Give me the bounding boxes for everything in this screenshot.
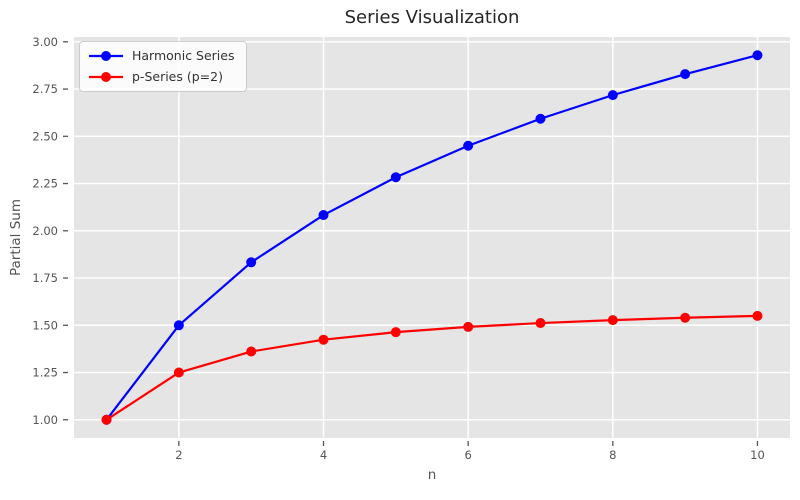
x-tick-label: 10: [750, 448, 765, 462]
data-point-marker: [607, 315, 618, 326]
legend-label: p-Series (p=2): [132, 69, 223, 84]
data-point-marker: [173, 367, 184, 378]
legend-label: Harmonic Series: [132, 48, 235, 63]
y-tick-label: 1.25: [32, 366, 58, 380]
data-point-marker: [535, 113, 546, 124]
y-tick-label: 2.25: [32, 177, 58, 191]
chart-title: Series Visualization: [344, 7, 520, 28]
data-point-marker: [390, 327, 401, 338]
data-point-marker: [246, 257, 257, 268]
data-point-marker: [390, 172, 401, 183]
y-tick-label: 2.75: [32, 82, 58, 96]
legend-item: p-Series (p=2): [88, 68, 234, 86]
data-point-marker: [680, 312, 691, 323]
y-tick-label: 2.00: [32, 224, 58, 238]
x-tick-label: 4: [320, 448, 327, 462]
series-line-1: [105, 314, 759, 421]
x-tick-label: 2: [175, 448, 182, 462]
legend-item: Harmonic Series: [88, 47, 234, 65]
y-tick-label: 3.00: [32, 35, 58, 49]
legend-line-marker-icon: [89, 51, 123, 61]
data-point-marker: [752, 310, 763, 321]
y-tick-label: 2.50: [32, 129, 58, 143]
y-tick-label: 1.75: [32, 271, 58, 285]
data-point-marker: [463, 321, 474, 332]
legend: Harmonic Series p-Series (p=2): [79, 41, 248, 92]
data-point-marker: [752, 50, 763, 61]
x-axis-label: n: [427, 467, 437, 483]
data-point-marker: [246, 346, 257, 357]
data-point-marker: [318, 210, 329, 221]
series-line-0: [105, 54, 759, 421]
legend-line-marker-icon: [89, 72, 123, 82]
data-point-marker: [535, 318, 546, 329]
data-point-marker: [680, 69, 691, 80]
data-point-marker: [318, 334, 329, 345]
data-point-marker: [101, 414, 112, 425]
x-tick-label: 8: [609, 448, 616, 462]
plot-background: [74, 37, 790, 438]
y-tick-label: 1.50: [32, 318, 58, 332]
data-point-marker: [463, 140, 474, 151]
data-point-marker: [607, 90, 618, 101]
y-axis-label: Partial Sum: [8, 199, 24, 276]
x-tick-label: 6: [464, 448, 471, 462]
y-tick-label: 1.00: [32, 413, 58, 427]
data-point-marker: [173, 320, 184, 331]
